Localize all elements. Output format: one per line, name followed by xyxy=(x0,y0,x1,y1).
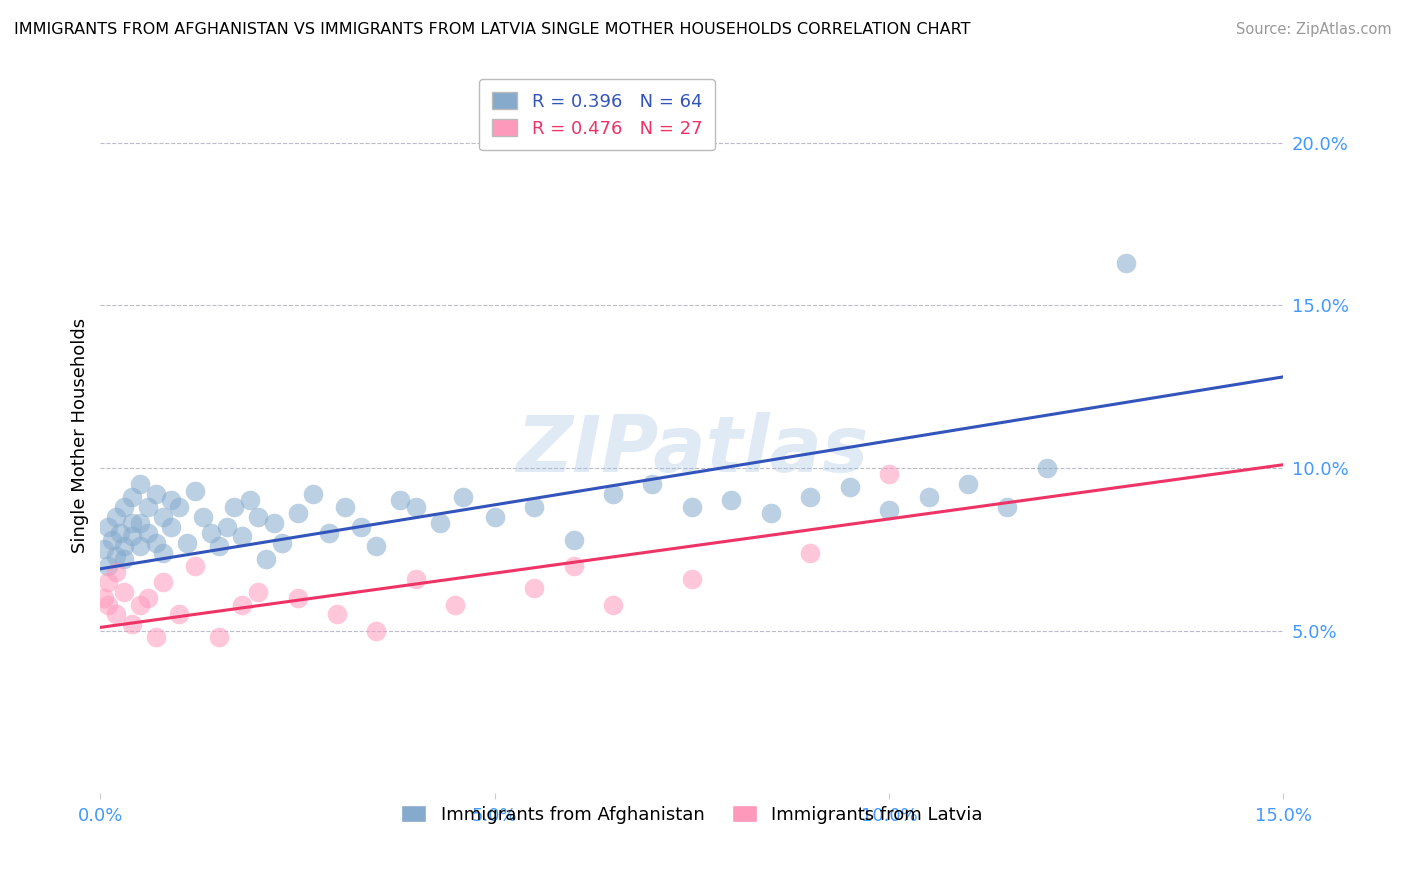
Point xyxy=(136,591,159,606)
Point xyxy=(105,549,128,563)
Point xyxy=(152,545,174,559)
Point xyxy=(287,591,309,606)
Point xyxy=(200,526,222,541)
Point xyxy=(326,607,349,622)
Point xyxy=(121,617,143,632)
Point xyxy=(484,509,506,524)
Point xyxy=(112,552,135,566)
Point xyxy=(997,500,1019,514)
Point xyxy=(451,490,474,504)
Point xyxy=(184,483,207,498)
Point xyxy=(208,630,231,644)
Point xyxy=(1036,461,1059,475)
Point xyxy=(105,509,128,524)
Point xyxy=(97,558,120,573)
Point xyxy=(160,519,183,533)
Point xyxy=(389,493,412,508)
Point xyxy=(224,500,246,514)
Point xyxy=(405,572,427,586)
Text: Source: ZipAtlas.com: Source: ZipAtlas.com xyxy=(1236,22,1392,37)
Point xyxy=(97,598,120,612)
Point xyxy=(105,607,128,622)
Point xyxy=(160,493,183,508)
Point xyxy=(121,516,143,531)
Point xyxy=(287,507,309,521)
Point xyxy=(318,526,340,541)
Point xyxy=(759,507,782,521)
Point xyxy=(121,490,143,504)
Point xyxy=(444,598,467,612)
Point xyxy=(208,539,231,553)
Point xyxy=(239,493,262,508)
Point xyxy=(108,526,131,541)
Point xyxy=(136,500,159,514)
Point xyxy=(167,607,190,622)
Point xyxy=(366,624,388,638)
Point xyxy=(838,480,860,494)
Point xyxy=(145,487,167,501)
Point xyxy=(152,509,174,524)
Point xyxy=(231,529,253,543)
Point xyxy=(128,516,150,531)
Legend: Immigrants from Afghanistan, Immigrants from Latvia: Immigrants from Afghanistan, Immigrants … xyxy=(391,794,994,834)
Point xyxy=(145,630,167,644)
Point xyxy=(254,552,277,566)
Y-axis label: Single Mother Households: Single Mother Households xyxy=(72,318,89,553)
Point xyxy=(641,477,664,491)
Point xyxy=(350,519,373,533)
Point xyxy=(877,503,900,517)
Point xyxy=(105,565,128,579)
Point xyxy=(176,535,198,549)
Point xyxy=(128,598,150,612)
Point xyxy=(247,509,270,524)
Point xyxy=(562,558,585,573)
Point xyxy=(93,542,115,557)
Text: IMMIGRANTS FROM AFGHANISTAN VS IMMIGRANTS FROM LATVIA SINGLE MOTHER HOUSEHOLDS C: IMMIGRANTS FROM AFGHANISTAN VS IMMIGRANT… xyxy=(14,22,970,37)
Point xyxy=(121,529,143,543)
Point xyxy=(333,500,356,514)
Point xyxy=(167,500,190,514)
Point xyxy=(877,467,900,482)
Point xyxy=(112,584,135,599)
Point xyxy=(112,500,135,514)
Text: ZIPatlas: ZIPatlas xyxy=(516,412,868,488)
Point xyxy=(231,598,253,612)
Point xyxy=(247,584,270,599)
Point xyxy=(136,526,159,541)
Point xyxy=(602,487,624,501)
Point xyxy=(1115,256,1137,270)
Point xyxy=(112,539,135,553)
Point xyxy=(302,487,325,501)
Point xyxy=(602,598,624,612)
Point xyxy=(917,490,939,504)
Point xyxy=(562,533,585,547)
Point xyxy=(523,500,546,514)
Point xyxy=(152,574,174,589)
Point xyxy=(270,535,292,549)
Point xyxy=(184,558,207,573)
Point xyxy=(93,591,115,606)
Point xyxy=(681,572,703,586)
Point xyxy=(956,477,979,491)
Point xyxy=(145,535,167,549)
Point xyxy=(101,533,124,547)
Point xyxy=(128,477,150,491)
Point xyxy=(97,574,120,589)
Point xyxy=(429,516,451,531)
Point xyxy=(366,539,388,553)
Point xyxy=(215,519,238,533)
Point xyxy=(191,509,214,524)
Point xyxy=(523,582,546,596)
Point xyxy=(799,490,821,504)
Point xyxy=(128,539,150,553)
Point xyxy=(681,500,703,514)
Point xyxy=(720,493,742,508)
Point xyxy=(799,545,821,559)
Point xyxy=(97,519,120,533)
Point xyxy=(263,516,285,531)
Point xyxy=(405,500,427,514)
